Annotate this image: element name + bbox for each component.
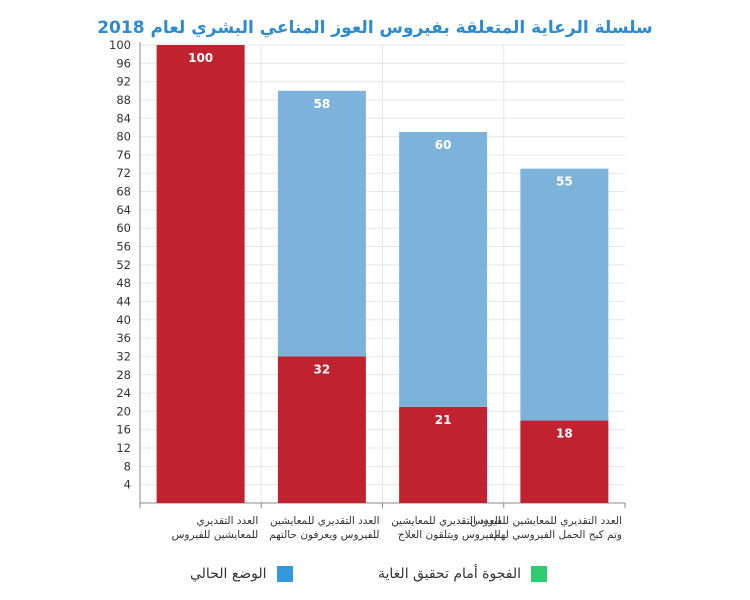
y-tick-label: 64 [116, 203, 131, 217]
bar-current [277, 356, 366, 503]
category-label: للمعايشين للفيروس [172, 529, 259, 541]
y-tick-label: 76 [116, 148, 131, 162]
y-tick-label: 12 [116, 441, 131, 455]
category-label: العدد التقديري [197, 515, 259, 527]
legend-item-gap[interactable]: الفجوة أمام تحقيق الغاية [378, 566, 548, 582]
bar-gap [277, 90, 366, 357]
category-label: العدد التقديري للمعايشين [270, 515, 380, 527]
y-tick-label: 20 [116, 404, 131, 418]
y-tick-label: 40 [116, 313, 131, 327]
y-tick-label: 44 [116, 294, 131, 308]
y-tick-label: 28 [116, 368, 131, 382]
category-label: للفيروس ويتلقون العلاج [398, 529, 501, 541]
category-label: للفيروس ويعرفون حالتهم [269, 529, 379, 541]
bar-current [399, 406, 488, 503]
y-tick-label: 68 [116, 185, 131, 199]
data-label: 100 [188, 51, 213, 65]
y-tick-label: 92 [116, 75, 131, 89]
y-tick-label: 100 [109, 38, 131, 52]
data-label: 21 [435, 413, 452, 427]
data-label: 32 [314, 362, 331, 376]
y-tick-label: 72 [116, 166, 131, 180]
y-tick-label: 80 [116, 130, 131, 144]
y-tick-label: 52 [116, 258, 131, 272]
legend-swatch-current [276, 566, 293, 582]
y-tick-label: 48 [116, 276, 131, 290]
data-label: 18 [556, 427, 573, 441]
y-tick-label: 36 [116, 331, 131, 345]
y-tick-label: 60 [116, 221, 131, 235]
category-label: العدد التقديري للمعايشين [391, 515, 501, 527]
bar-gap [399, 132, 488, 407]
data-label: 60 [435, 138, 452, 152]
data-label: 58 [314, 97, 331, 111]
bar-gap [520, 168, 609, 421]
bar-current [156, 45, 245, 503]
y-tick-label: 96 [116, 56, 131, 70]
y-tick-label: 56 [116, 240, 131, 254]
category-label: العدد التقديري للمعايشين للفيروس [470, 515, 622, 527]
data-label: 55 [556, 175, 573, 189]
y-tick-label: 84 [116, 111, 131, 125]
y-tick-label: 88 [116, 93, 131, 107]
bar-current [520, 420, 609, 503]
legend-swatch-gap [531, 566, 548, 582]
y-tick-label: 32 [116, 349, 131, 363]
legend-item-current[interactable]: الوضع الحالي [190, 566, 293, 582]
y-tick-label: 4 [124, 478, 131, 492]
category-label: وتم كبح الحمل الفيروسي لهم [494, 529, 622, 541]
y-tick-label: 24 [116, 386, 131, 400]
chart-title: سلسلة الرعاية المتعلقة بفيروس العوز المن… [97, 18, 653, 38]
y-tick-label: 8 [124, 459, 131, 473]
legend-label-gap: الفجوة أمام تحقيق الغاية [378, 566, 522, 582]
y-tick-label: 16 [116, 423, 131, 437]
legend-label-current: الوضع الحالي [190, 566, 267, 582]
